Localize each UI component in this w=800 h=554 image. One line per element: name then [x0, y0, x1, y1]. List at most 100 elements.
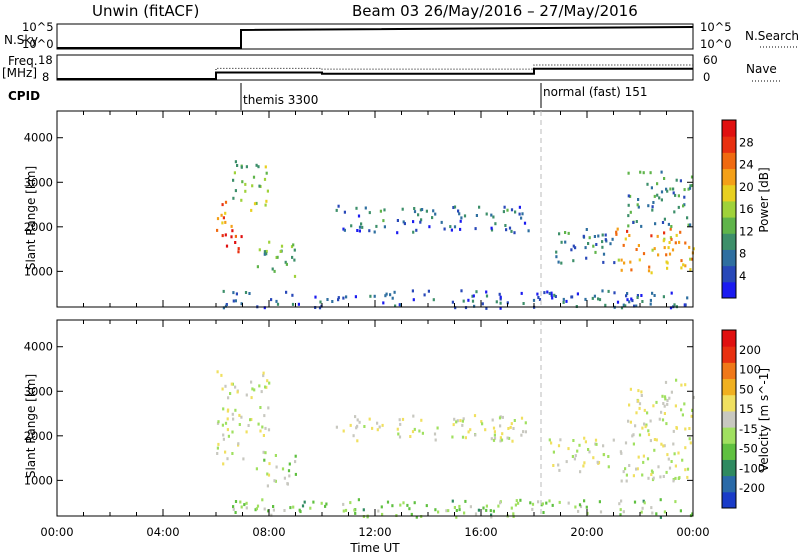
velocity-cell — [619, 508, 622, 512]
nsky-line — [57, 26, 694, 49]
power-cell — [562, 297, 565, 301]
power-cell — [382, 219, 385, 223]
velocity-cell — [368, 417, 371, 421]
power-cell — [285, 290, 288, 294]
velocity-cell — [425, 504, 428, 508]
velocity-cell — [376, 428, 379, 432]
velocity-cell — [689, 441, 692, 445]
power-cell — [271, 267, 274, 271]
velocity-cell — [512, 427, 515, 430]
power-cell — [384, 294, 387, 298]
power-cell — [502, 210, 505, 214]
velocity-cell — [433, 432, 437, 436]
velocity-cell — [552, 450, 555, 454]
velocity-cell — [651, 511, 654, 515]
power-cell — [588, 236, 591, 240]
velocity-ylabel: Slant Range [km] — [24, 374, 38, 478]
velocity-cell — [266, 484, 269, 488]
power-cell — [687, 223, 690, 227]
power-cell — [665, 260, 668, 264]
power-cell — [688, 245, 691, 249]
velocity-cell — [287, 469, 291, 473]
power-cell — [266, 189, 269, 193]
power-cell — [622, 243, 625, 247]
power-cell — [555, 250, 558, 254]
power-cell — [557, 260, 560, 264]
velocity-cell — [481, 422, 484, 426]
velocity-cell — [582, 464, 585, 468]
power-cell — [221, 203, 224, 207]
velocity-cell — [222, 433, 225, 437]
power-frame — [56, 110, 694, 308]
velocity-colorbar-label: Velocity [m s^-1] — [757, 368, 771, 472]
power-cell — [297, 302, 300, 306]
power-cell — [394, 304, 397, 308]
power-cell — [462, 299, 465, 303]
velocity-cell — [355, 426, 358, 430]
velocity-cell — [490, 513, 493, 517]
velocity-cell — [511, 439, 514, 443]
power-cell — [660, 198, 663, 202]
velocity-cell — [251, 387, 254, 391]
velocity-cell — [453, 506, 456, 509]
freq-tick-top: 18 — [38, 53, 53, 67]
power-cell — [656, 234, 659, 238]
power-cell — [673, 303, 676, 307]
power-cell — [574, 246, 577, 250]
velocity-cell — [227, 396, 230, 400]
power-cell — [668, 241, 671, 244]
velocity-cell — [619, 450, 622, 454]
velocity-cell — [572, 439, 575, 442]
velocity-cell — [666, 399, 669, 402]
power-cell — [616, 300, 620, 304]
power-cell — [427, 289, 430, 293]
velocity-cell — [245, 393, 248, 397]
power-cell — [536, 292, 539, 296]
power-cell — [688, 186, 692, 190]
velocity-cell — [655, 512, 658, 516]
velocity-cell — [489, 509, 492, 513]
power-cell — [666, 189, 669, 193]
power-cell — [629, 210, 632, 214]
velocity-cell — [342, 502, 345, 506]
velocity-cell — [231, 452, 234, 455]
power-cell — [647, 269, 651, 273]
velocity-colorbar-swatch — [722, 362, 736, 380]
power-colorbar: 28 24 20 16 12 8 4 — [721, 119, 754, 299]
power-cell — [454, 306, 457, 310]
power-colorbar-swatch — [722, 184, 736, 202]
velocity-yticks: 1000 2000 3000 4000 — [24, 340, 693, 487]
power-ylabel: Slant Range [km] — [24, 166, 38, 270]
power-cell — [620, 306, 624, 310]
power-cell — [682, 263, 685, 267]
power-cell — [691, 184, 694, 187]
beam-date-title: Beam 03 26/May/2016 – 27/May/2016 — [352, 2, 638, 20]
power-cell — [425, 209, 428, 213]
velocity-cell — [265, 385, 268, 389]
velocity-cell — [691, 512, 694, 516]
velocity-cell — [573, 457, 576, 461]
velocity-cell — [263, 414, 266, 418]
power-cell — [613, 291, 616, 295]
power-cell — [412, 220, 415, 224]
power-cell — [224, 200, 228, 204]
power-cell — [345, 295, 348, 299]
velocity-cell — [294, 454, 297, 458]
power-cell — [565, 299, 568, 303]
power-cell — [601, 240, 604, 244]
power-cell — [314, 295, 317, 299]
velocity-colorbar-tick: 50 — [739, 382, 754, 396]
power-cell — [636, 296, 639, 299]
velocity-cell — [659, 498, 662, 502]
velocity-cell — [456, 419, 459, 423]
velocity-cell — [434, 508, 437, 512]
velocity-cell — [447, 509, 450, 513]
power-cell — [224, 211, 227, 215]
velocity-cell — [642, 454, 645, 458]
power-cell — [399, 303, 402, 307]
velocity-cell — [224, 450, 227, 454]
power-cell — [276, 255, 279, 259]
velocity-cell — [261, 425, 264, 429]
power-cell — [602, 252, 606, 256]
power-cell — [635, 248, 638, 251]
